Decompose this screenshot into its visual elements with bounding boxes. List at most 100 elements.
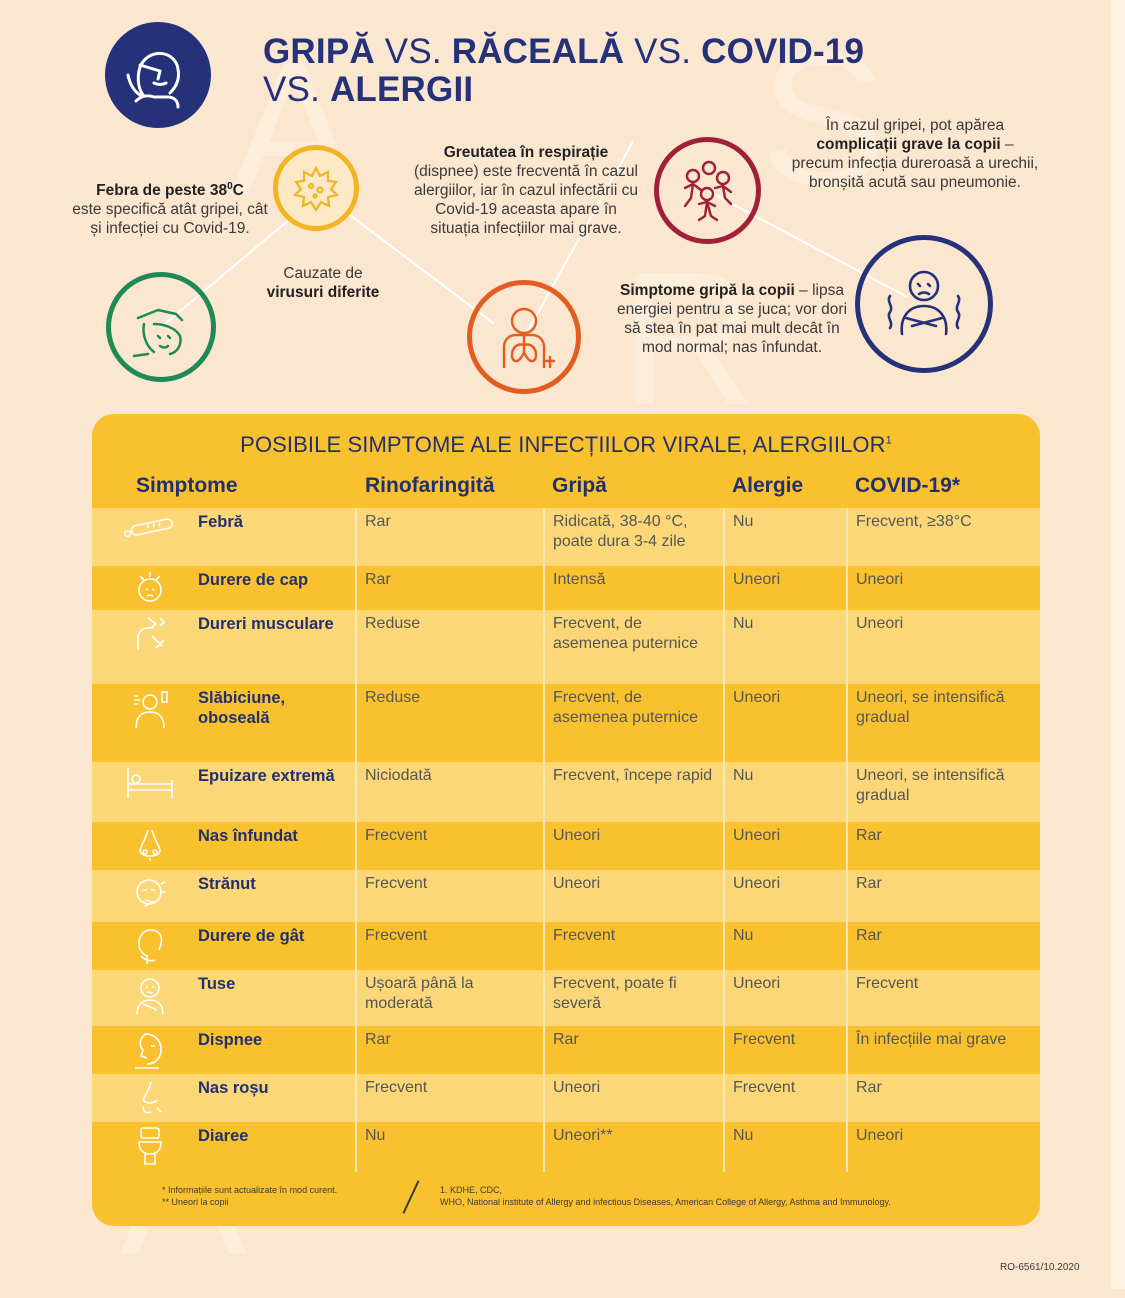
footnote-stars: * Informațiile sunt actualizate în mod c… xyxy=(162,1185,338,1207)
table-row: Durere de cap Rar Intensă Uneori Uneori xyxy=(92,566,1040,610)
title-vs: VS. xyxy=(374,32,452,71)
weakness-icon xyxy=(120,688,180,729)
headache-icon xyxy=(120,570,180,608)
symptom-name: Dispnee xyxy=(198,1031,263,1049)
table-title: POSIBILE SIMPTOME ALE INFECȚIILOR VIRALE… xyxy=(240,432,892,457)
cough-icon xyxy=(120,974,180,1015)
symptom-cell: Strănut xyxy=(92,870,357,922)
watermark: R xyxy=(620,233,758,445)
allergy-cell: Nu xyxy=(725,508,848,566)
flu-cell: Uneori xyxy=(545,822,725,870)
rhinopharyngitis-cell: Niciodată xyxy=(357,762,545,822)
flu-cell: Uneori xyxy=(545,870,725,922)
covid-cell: Uneori, se intensifică gradual xyxy=(856,689,1005,726)
symptom-cell: Durere de gât xyxy=(92,922,357,970)
rhinopharyngitis-cell: Nu xyxy=(357,1122,545,1172)
flu-cell: Frecvent, poate fi severă xyxy=(545,970,725,1026)
covid-cell: Rar xyxy=(856,875,882,892)
covid-cell: În infecțiile mai grave xyxy=(856,1031,1007,1048)
symptom-name: Durere de gât xyxy=(198,927,305,945)
allergy-cell: Uneori xyxy=(725,684,848,762)
col-header-symptoms: Simptome xyxy=(136,474,238,497)
covid-cell: Uneori xyxy=(856,1127,904,1144)
symptom-name: Dureri musculare xyxy=(198,615,334,633)
symptom-name: Nas înfundat xyxy=(198,827,298,845)
allergy-cell: Nu xyxy=(725,610,848,684)
viruses-info: Cauzate de virusuri diferite xyxy=(266,265,380,301)
flu-cell: Ridicată, 38-40 °C, poate dura 3-4 zile xyxy=(545,508,725,566)
flu-cell: Frecvent xyxy=(545,922,725,970)
covid-cell: Rar xyxy=(856,827,882,844)
flu-cell: Frecvent, de asemenea puternice xyxy=(545,684,725,762)
page-title: GRIPĂ VS. RĂCEALĂ VS. COVID-19 VS. ALERG… xyxy=(263,33,864,109)
footnote-divider xyxy=(402,1180,420,1214)
symptoms-table-panel: POSIBILE SIMPTOME ALE INFECȚIILOR VIRALE… xyxy=(92,414,1040,1226)
covid-cell: Uneori xyxy=(856,615,904,632)
col-header-allergy: Alergie xyxy=(732,474,804,497)
symptom-name: Diaree xyxy=(198,1127,249,1145)
covid-cell: Frecvent, ≥38°C xyxy=(856,513,972,530)
table-row: Strănut Frecvent Uneori Uneori Rar xyxy=(92,870,1040,922)
title-flu: GRIPĂ xyxy=(263,32,375,71)
rhinopharyngitis-cell: Ușoară până la moderată xyxy=(357,970,545,1026)
flu-cell: Uneori** xyxy=(545,1122,725,1172)
symptom-name: Nas roșu xyxy=(198,1079,269,1097)
table-row: Slăbiciune, oboseală Reduse Frecvent, de a… xyxy=(92,684,1040,762)
sore-throat-icon xyxy=(120,926,180,964)
allergy-cell: Frecvent xyxy=(725,1074,848,1122)
symptom-name: Febră xyxy=(198,513,243,531)
watermark: S xyxy=(760,13,887,225)
title-vs: VS. xyxy=(624,32,702,71)
table-row: Dureri musculare Reduse Frecvent, de aseme… xyxy=(92,610,1040,684)
children-playing-icon xyxy=(654,137,761,244)
complications-info: În cazul gripei, pot apărea complicații g… xyxy=(791,117,1039,191)
thermometer-icon xyxy=(120,512,180,550)
footnote-references: 1. KDHE, CDC, WHO, National institute of … xyxy=(440,1185,891,1207)
covid-cell: Uneori, se intensifică gradual xyxy=(856,767,1005,804)
sneeze-icon xyxy=(120,874,180,912)
symptom-name: Strănut xyxy=(198,875,256,893)
symptom-cell: Febră xyxy=(92,508,357,566)
flu-cell: Uneori xyxy=(545,1074,725,1122)
fever-forehead-icon xyxy=(106,272,216,382)
col-header-covid: COVID-19* xyxy=(855,474,961,497)
allergy-cell: Frecvent xyxy=(725,1026,848,1074)
table-row: Febră Rar Ridicată, 38-40 °C, poate dura 3… xyxy=(92,508,1040,566)
rhinopharyngitis-cell: Rar xyxy=(357,566,545,610)
document-code: RO-6561/10.2020 xyxy=(1000,1262,1080,1273)
flu-cell: Frecvent, de asemenea puternice xyxy=(545,610,725,684)
children-info: Simptome gripă la copii – lipsa energiei… xyxy=(616,282,848,356)
red-nose-icon xyxy=(120,1078,180,1116)
table-row: Nas înfundat Frecvent Uneori Uneori Rar xyxy=(92,822,1040,870)
table-row: Durere de gât Frecvent Frecvent Nu Rar xyxy=(92,922,1040,970)
covid-cell: Frecvent xyxy=(856,975,919,992)
virus-icon xyxy=(273,145,359,231)
covid-cell: Uneori xyxy=(856,571,904,588)
symptom-cell: Nas înfundat xyxy=(92,822,357,870)
rhinopharyngitis-cell: Rar xyxy=(357,1026,545,1074)
allergy-cell: Uneori xyxy=(725,822,848,870)
rhinopharyngitis-cell: Frecvent xyxy=(357,922,545,970)
title-cold: RĂCEALĂ xyxy=(451,32,625,71)
sick-person-icon xyxy=(105,22,211,128)
table-row: Epuizare extremă Niciodată Frecvent, încep… xyxy=(92,762,1040,822)
symptom-name: Slăbiciune, oboseală xyxy=(198,689,286,727)
col-header-rhinopharyngitis: Rinofaringită xyxy=(365,474,495,497)
covid-cell: Rar xyxy=(856,1079,882,1096)
rhinopharyngitis-cell: Rar xyxy=(357,508,545,566)
rhinopharyngitis-cell: Frecvent xyxy=(357,1074,545,1122)
flu-cell: Intensă xyxy=(545,566,725,610)
symptom-name: Tuse xyxy=(198,975,236,993)
allergy-cell: Uneori xyxy=(725,870,848,922)
allergy-cell: Nu xyxy=(725,922,848,970)
title-vs: VS. xyxy=(263,70,330,109)
table-row: Diaree Nu Uneori** Nu Uneori xyxy=(92,1122,1040,1172)
dyspnea-icon xyxy=(120,1030,180,1069)
rhinopharyngitis-cell: Reduse xyxy=(357,684,545,762)
rhinopharyngitis-cell: Reduse xyxy=(357,610,545,684)
allergy-cell: Nu xyxy=(725,762,848,822)
allergy-cell: Uneori xyxy=(725,566,848,610)
bed-icon xyxy=(120,766,180,804)
table-row: Tuse Ușoară până la moderată Frecvent, poa… xyxy=(92,970,1040,1026)
symptom-cell: Diaree xyxy=(92,1122,357,1172)
